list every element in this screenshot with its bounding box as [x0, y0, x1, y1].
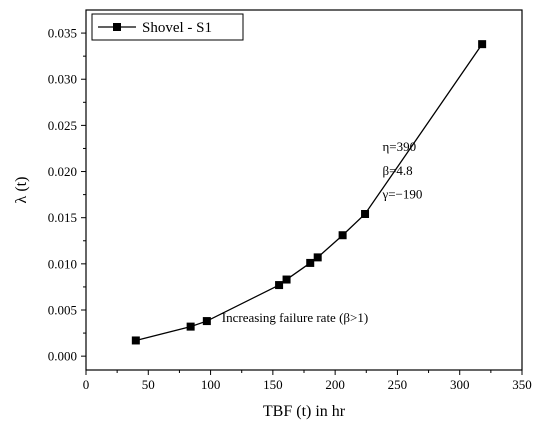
x-axis-label: TBF (t) in hr	[263, 403, 346, 420]
annotation-text: β=4.8	[382, 163, 412, 178]
series-group	[131, 40, 487, 345]
x-tick-label: 300	[450, 377, 470, 392]
y-tick-label: 0.000	[48, 349, 77, 364]
data-point	[306, 258, 315, 267]
y-tick-label: 0.005	[48, 303, 77, 318]
annotation-text: Increasing failure rate (β>1)	[222, 310, 368, 325]
legend-marker	[113, 23, 121, 31]
x-tick-label: 150	[263, 377, 283, 392]
data-point	[313, 253, 322, 262]
y-tick-label: 0.030	[48, 72, 77, 87]
data-point	[131, 336, 140, 345]
x-tick-label: 350	[512, 377, 532, 392]
data-point	[478, 40, 487, 49]
x-tick-label: 100	[201, 377, 221, 392]
y-axis-ticks: 0.000 0.005 0.010 0.015 0.020 0.025 0.030 0.035	[48, 26, 86, 364]
y-tick-label: 0.035	[48, 26, 77, 41]
legend-label: Shovel - S1	[142, 20, 212, 36]
x-tick-label: 200	[325, 377, 345, 392]
annotations: η=390 β=4.8 γ=−190 Increasing failure rate …	[222, 139, 423, 325]
y-tick-label: 0.020	[48, 164, 77, 179]
annotation-text: η=390	[382, 139, 416, 154]
x-tick-label: 0	[83, 377, 90, 392]
y-tick-label: 0.025	[48, 118, 77, 133]
y-tick-label: 0.015	[48, 210, 77, 225]
y-tick-label: 0.010	[48, 256, 77, 271]
y-axis-label: λ (t)	[13, 177, 30, 204]
legend: Shovel - S1	[91, 13, 244, 41]
annotation-text: γ=−190	[381, 186, 422, 201]
x-axis-ticks: 0 50 100 150 200 250 300 350	[83, 370, 532, 392]
data-point	[361, 210, 370, 218]
x-tick-label: 250	[388, 377, 408, 392]
data-point	[338, 231, 347, 240]
data-point	[282, 275, 291, 284]
x-tick-label: 50	[142, 377, 155, 392]
series-line	[135, 43, 483, 342]
data-point	[202, 317, 211, 326]
data-point	[275, 281, 284, 290]
data-point	[186, 322, 195, 331]
